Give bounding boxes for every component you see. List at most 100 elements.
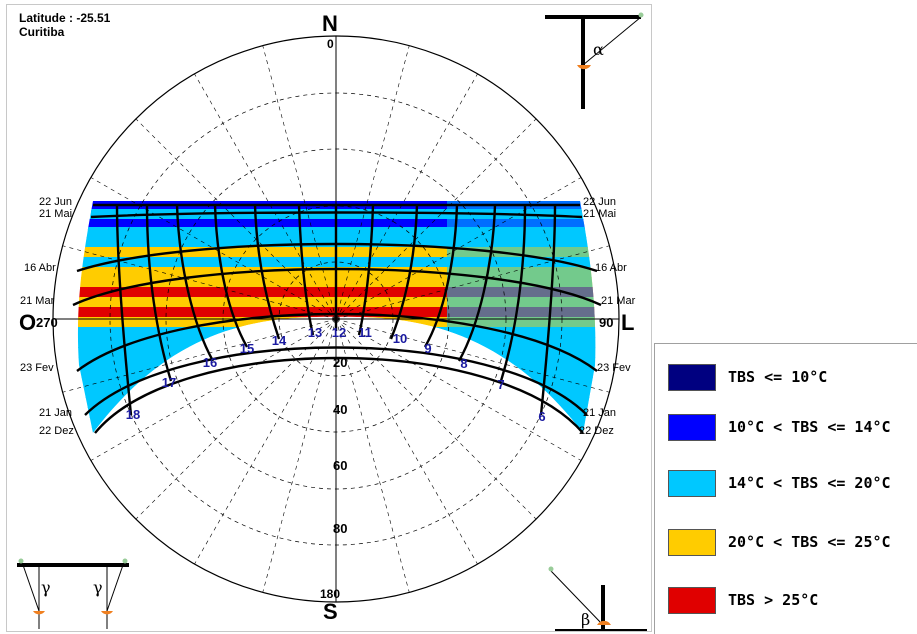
date-left-16abr: 16 Abr [24, 262, 56, 274]
azimuth-line [335, 318, 537, 520]
date-right-22dez: 22 Dez [579, 425, 614, 437]
legend-item-tbs-20-25: 20°C < TBS <= 25°C [668, 529, 913, 557]
hour-label-18: 18 [126, 407, 140, 422]
azimuth-0-label: 0 [327, 37, 334, 51]
hour-curve [457, 204, 497, 362]
azimuth-line [135, 318, 337, 520]
azimuth-line [335, 118, 537, 320]
hour-curve [423, 204, 459, 348]
north-label: N [322, 11, 338, 36]
azimuth-line [194, 318, 337, 565]
gamma-left-diag [22, 564, 40, 612]
azimuth-line [262, 45, 337, 320]
gamma-symbol-left: γ [41, 578, 51, 597]
azimuth-line [335, 177, 582, 320]
date-right-16abr: 16 Abr [595, 262, 627, 274]
sun-path-chart: 6 7 8 9 10 11 12 13 14 15 16 17 18 α β γ γ [17, 12, 647, 631]
alpha-dot [638, 12, 644, 18]
azimuth-270-label: 270 [36, 315, 58, 330]
hour-label-13: 13 [308, 325, 322, 340]
altitude-80-label: 80 [333, 521, 348, 536]
hour-curve [539, 204, 557, 416]
hour-curve [389, 204, 419, 340]
hour-curve [253, 204, 281, 340]
legend-item-tbs-le-10: TBS <= 10°C [668, 364, 913, 392]
gamma-left-marker [33, 611, 45, 615]
hour-label-7: 7 [497, 377, 504, 392]
legend-swatch [668, 364, 716, 391]
date-left-21jan: 21 Jan [39, 407, 73, 419]
hour-curve [145, 204, 173, 382]
hour-label-15: 15 [240, 341, 254, 356]
legend-label: TBS <= 10°C [728, 368, 828, 386]
hour-label-14: 14 [272, 333, 287, 348]
legend-swatch [668, 470, 716, 497]
beta-marker [597, 620, 611, 625]
date-right-21mar: 21 Mar [601, 295, 636, 307]
legend-label: 20°C < TBS <= 25°C [728, 533, 891, 551]
date-left-23fev: 23 Fev [20, 362, 54, 374]
gamma-right-diag [106, 564, 124, 612]
hour-label-10: 10 [393, 331, 407, 346]
legend-item-tbs-14-20: 14°C < TBS <= 20°C [668, 470, 913, 498]
legend-label: TBS > 25°C [728, 591, 819, 609]
gamma-dot-left [18, 558, 24, 564]
gamma-dot-right [122, 558, 128, 564]
legend-label: 14°C < TBS <= 20°C [728, 474, 891, 492]
azimuth-line [62, 245, 337, 320]
hour-curve [297, 204, 315, 336]
hour-curve [175, 204, 215, 362]
west-label: O [19, 310, 37, 335]
azimuth-line [335, 73, 478, 320]
azimuth-line [262, 318, 337, 593]
hour-label-9: 9 [424, 341, 431, 356]
azimuth-line [335, 318, 478, 565]
azimuth-line [335, 318, 582, 461]
east-label: L [621, 310, 635, 335]
south-label: S [323, 599, 338, 624]
legend-swatch [668, 587, 716, 614]
legend-swatch [668, 529, 716, 556]
beta-protractor-diag [550, 570, 604, 626]
altitude-60-label: 60 [333, 458, 348, 473]
azimuth-90-label: 90 [599, 315, 614, 330]
hour-label-11: 11 [358, 325, 372, 340]
alpha-symbol: α [593, 40, 604, 59]
azimuth-line [194, 73, 337, 320]
azimuth-180-label: 180 [320, 587, 341, 601]
date-left-21mar: 21 Mar [20, 295, 55, 307]
alpha-marker [577, 65, 591, 70]
date-right-23fev: 23 Fev [597, 362, 631, 374]
date-left-22jun: 22 Jun [39, 196, 73, 208]
date-right-21mai: 21 Mai [583, 208, 617, 220]
date-left-21mai: 21 Mai [39, 208, 73, 220]
azimuth-line [335, 318, 610, 393]
hour-curve [115, 204, 133, 416]
hour-label-12: 12 [332, 325, 346, 340]
hour-curve [499, 204, 527, 382]
beta-dot [548, 566, 554, 572]
temperature-legend: TBS <= 10°C 10°C < TBS <= 14°C 14°C < TB… [654, 343, 917, 634]
beta-symbol: β [581, 610, 590, 629]
legend-item-tbs-10-14: 10°C < TBS <= 14°C [668, 414, 913, 442]
city-label: Curitiba [19, 25, 65, 39]
altitude-20-label: 20 [333, 355, 348, 370]
latitude-label: Latitude : -25.51 [19, 11, 111, 25]
sun-path-diagram: 6 7 8 9 10 11 12 13 14 15 16 17 18 α β γ γ Latitude : -2… [6, 4, 652, 632]
hour-label-8: 8 [460, 356, 467, 371]
legend-item-tbs-gt-25: TBS > 25°C [668, 587, 913, 615]
gamma-symbol-right: γ [93, 578, 103, 597]
date-curve [94, 356, 584, 434]
legend-label: 10°C < TBS <= 14°C [728, 418, 891, 436]
date-right-21jan: 21 Jan [583, 407, 617, 419]
azimuth-line [62, 318, 337, 393]
date-left-22dez: 22 Dez [39, 425, 74, 437]
hour-curve [357, 204, 375, 336]
hour-label-16: 16 [203, 355, 217, 370]
date-curve [84, 346, 588, 416]
hour-label-17: 17 [162, 375, 176, 390]
azimuth-line [135, 118, 337, 320]
azimuth-line [335, 318, 410, 593]
hour-label-6: 6 [538, 409, 545, 424]
azimuth-line [90, 318, 337, 461]
